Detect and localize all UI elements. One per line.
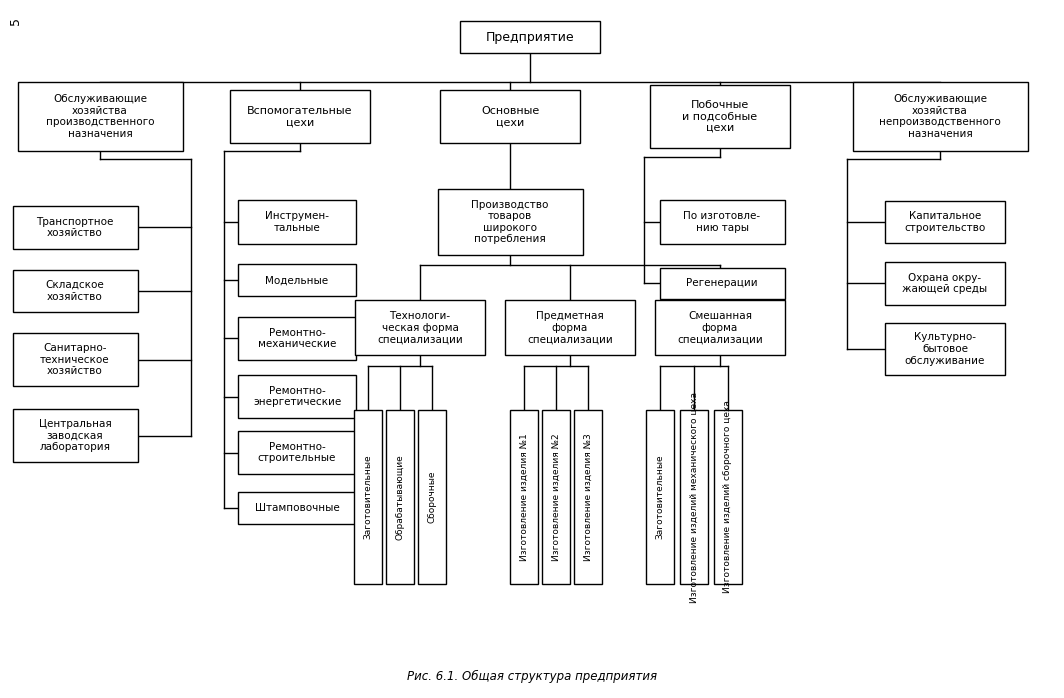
- FancyBboxPatch shape: [646, 410, 674, 584]
- FancyBboxPatch shape: [650, 84, 789, 148]
- Text: По изготовле-
нию тары: По изготовле- нию тары: [683, 211, 761, 233]
- Text: Обслуживающие
хозяйства
производственного
назначения: Обслуживающие хозяйства производственног…: [46, 94, 154, 139]
- FancyBboxPatch shape: [573, 410, 602, 584]
- FancyBboxPatch shape: [660, 200, 784, 244]
- Text: Вспомогательные
цехи: Вспомогательные цехи: [247, 105, 353, 127]
- FancyBboxPatch shape: [355, 300, 485, 355]
- FancyBboxPatch shape: [418, 410, 446, 584]
- Text: Смешанная
форма
специализации: Смешанная форма специализации: [677, 311, 763, 344]
- Text: Штамповочные: Штамповочные: [254, 503, 339, 512]
- FancyBboxPatch shape: [238, 431, 356, 474]
- FancyBboxPatch shape: [13, 269, 137, 312]
- Text: Обрабатывающие: Обрабатывающие: [396, 454, 404, 540]
- FancyBboxPatch shape: [238, 200, 356, 244]
- FancyBboxPatch shape: [440, 90, 580, 143]
- Text: Ремонтно-
строительные: Ремонтно- строительные: [257, 442, 336, 463]
- Text: Заготовительные: Заготовительные: [655, 455, 665, 540]
- Text: Изготовление изделия №3: Изготовление изделия №3: [583, 433, 593, 561]
- FancyBboxPatch shape: [13, 206, 137, 248]
- FancyBboxPatch shape: [13, 409, 137, 462]
- Text: Капитальное
строительство: Капитальное строительство: [904, 211, 985, 233]
- FancyBboxPatch shape: [460, 21, 600, 53]
- Text: Изготовление изделия №2: Изготовление изделия №2: [551, 433, 561, 561]
- FancyBboxPatch shape: [354, 410, 382, 584]
- FancyBboxPatch shape: [437, 189, 582, 255]
- Text: Рис. 6.1. Общая структура предприятия: Рис. 6.1. Общая структура предприятия: [406, 670, 658, 683]
- Text: Изготовление изделий сборочного цеха: Изготовление изделий сборочного цеха: [724, 401, 732, 593]
- FancyBboxPatch shape: [13, 333, 137, 386]
- FancyBboxPatch shape: [660, 267, 784, 299]
- Text: Сборочные: Сборочные: [428, 471, 436, 524]
- Text: Регенерации: Регенерации: [686, 279, 758, 288]
- Text: 5: 5: [9, 17, 21, 25]
- FancyBboxPatch shape: [542, 410, 570, 584]
- FancyBboxPatch shape: [17, 82, 183, 151]
- FancyBboxPatch shape: [885, 262, 1005, 304]
- Text: Охрана окру-
жающей среды: Охрана окру- жающей среды: [902, 273, 987, 295]
- FancyBboxPatch shape: [238, 318, 356, 359]
- Text: Заготовительные: Заготовительные: [364, 455, 372, 540]
- Text: Производство
товаров
широкого
потребления: Производство товаров широкого потреблени…: [471, 200, 549, 244]
- Text: Предметная
форма
специализации: Предметная форма специализации: [527, 311, 613, 344]
- Text: Санитарно-
техническое
хозяйство: Санитарно- техническое хозяйство: [40, 343, 110, 376]
- FancyBboxPatch shape: [238, 376, 356, 417]
- Text: Складское
хозяйство: Складское хозяйство: [46, 280, 104, 302]
- FancyBboxPatch shape: [885, 322, 1005, 376]
- FancyBboxPatch shape: [714, 410, 742, 584]
- FancyBboxPatch shape: [885, 201, 1005, 243]
- Text: Изготовление изделий механического цеха: Изготовление изделий механического цеха: [689, 392, 698, 602]
- Text: Ремонтно-
энергетические: Ремонтно- энергетические: [253, 386, 342, 408]
- FancyBboxPatch shape: [655, 300, 785, 355]
- FancyBboxPatch shape: [238, 492, 356, 524]
- FancyBboxPatch shape: [680, 410, 708, 584]
- FancyBboxPatch shape: [510, 410, 538, 584]
- FancyBboxPatch shape: [238, 265, 356, 296]
- Text: Технологи-
ческая форма
специализации: Технологи- ческая форма специализации: [377, 311, 463, 344]
- Text: Побочные
и подсобные
цехи: Побочные и подсобные цехи: [682, 100, 758, 133]
- Text: Изготовление изделия №1: Изготовление изделия №1: [519, 433, 529, 561]
- FancyBboxPatch shape: [230, 90, 370, 143]
- FancyBboxPatch shape: [505, 300, 635, 355]
- Text: Ремонтно-
механические: Ремонтно- механические: [257, 327, 336, 349]
- Text: Культурно-
бытовое
обслуживание: Культурно- бытовое обслуживание: [904, 332, 985, 366]
- Text: Основные
цехи: Основные цехи: [481, 105, 539, 127]
- FancyBboxPatch shape: [852, 82, 1028, 151]
- Text: Инструмен-
тальные: Инструмен- тальные: [265, 211, 329, 233]
- Text: Центральная
заводская
лаборатория: Центральная заводская лаборатория: [38, 419, 112, 452]
- FancyBboxPatch shape: [386, 410, 414, 584]
- Text: Модельные: Модельные: [265, 275, 329, 285]
- Text: Предприятие: Предприятие: [485, 31, 575, 43]
- Text: Транспортное
хозяйство: Транспортное хозяйство: [36, 216, 114, 238]
- Text: Обслуживающие
хозяйства
непроизводственного
назначения: Обслуживающие хозяйства непроизводственн…: [879, 94, 1001, 139]
